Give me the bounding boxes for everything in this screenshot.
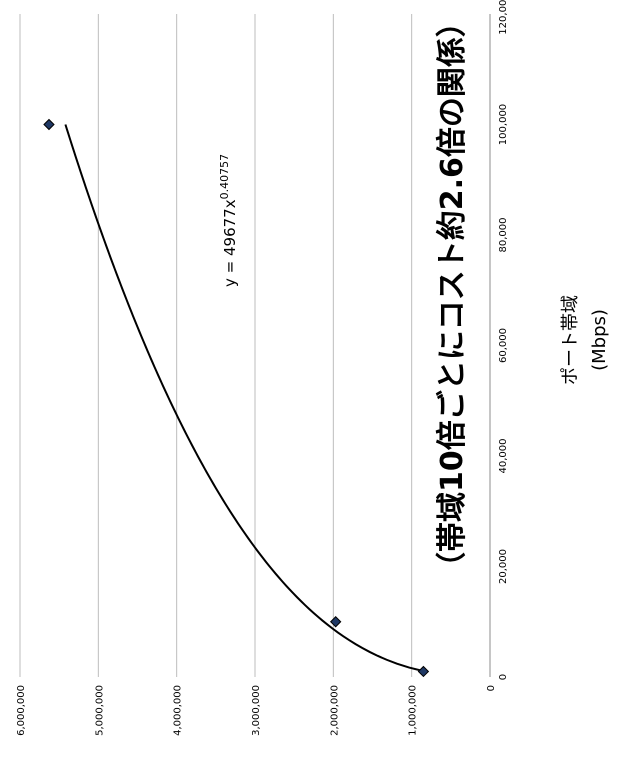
- y-tick-label: 0: [486, 685, 497, 691]
- y-tick-label: 5,000,000: [94, 685, 105, 736]
- x-tick-label: 60,000: [498, 328, 509, 363]
- y-tick-label: 4,000,000: [173, 685, 184, 736]
- x-tick-label: 120,000: [498, 0, 509, 35]
- chart-annotation: （帯域10倍ごとにコスト約2.6倍の関係）: [435, 7, 470, 582]
- y-tick-label: 3,000,000: [251, 685, 262, 736]
- data-points: [43, 118, 430, 678]
- equation-base: y = 49677x: [221, 199, 239, 287]
- equation-exponent: 0.40757: [218, 154, 231, 200]
- y-axis-ticks: 0 1,000,000 2,000,000 3,000,000 4,000,000 5,0…: [16, 685, 497, 736]
- x-tick-label: 80,000: [498, 218, 509, 253]
- data-point: [43, 118, 55, 131]
- x-axis-ticks: 0 20,000 40,000 60,000 80,000 100,000 120,000: [498, 0, 509, 680]
- x-tick-label: 40,000: [498, 439, 509, 474]
- data-point: [329, 616, 342, 628]
- y-tick-label: 1,000,000: [408, 685, 419, 736]
- trendline-equation: y = 49677x0.40757: [218, 154, 239, 287]
- y-tick-label: 2,000,000: [329, 685, 340, 736]
- x-axis-unit: (Mbps): [589, 309, 610, 371]
- x-tick-label: 20,000: [498, 549, 509, 584]
- data-point: [417, 665, 430, 678]
- x-tick-label: 0: [498, 674, 509, 680]
- trendline: [64, 124, 426, 673]
- y-tick-label: 6,000,000: [16, 685, 27, 736]
- x-axis-title: ポート帯域: [560, 295, 581, 385]
- grid-lines: [19, 14, 413, 677]
- x-tick-label: 100,000: [498, 104, 509, 145]
